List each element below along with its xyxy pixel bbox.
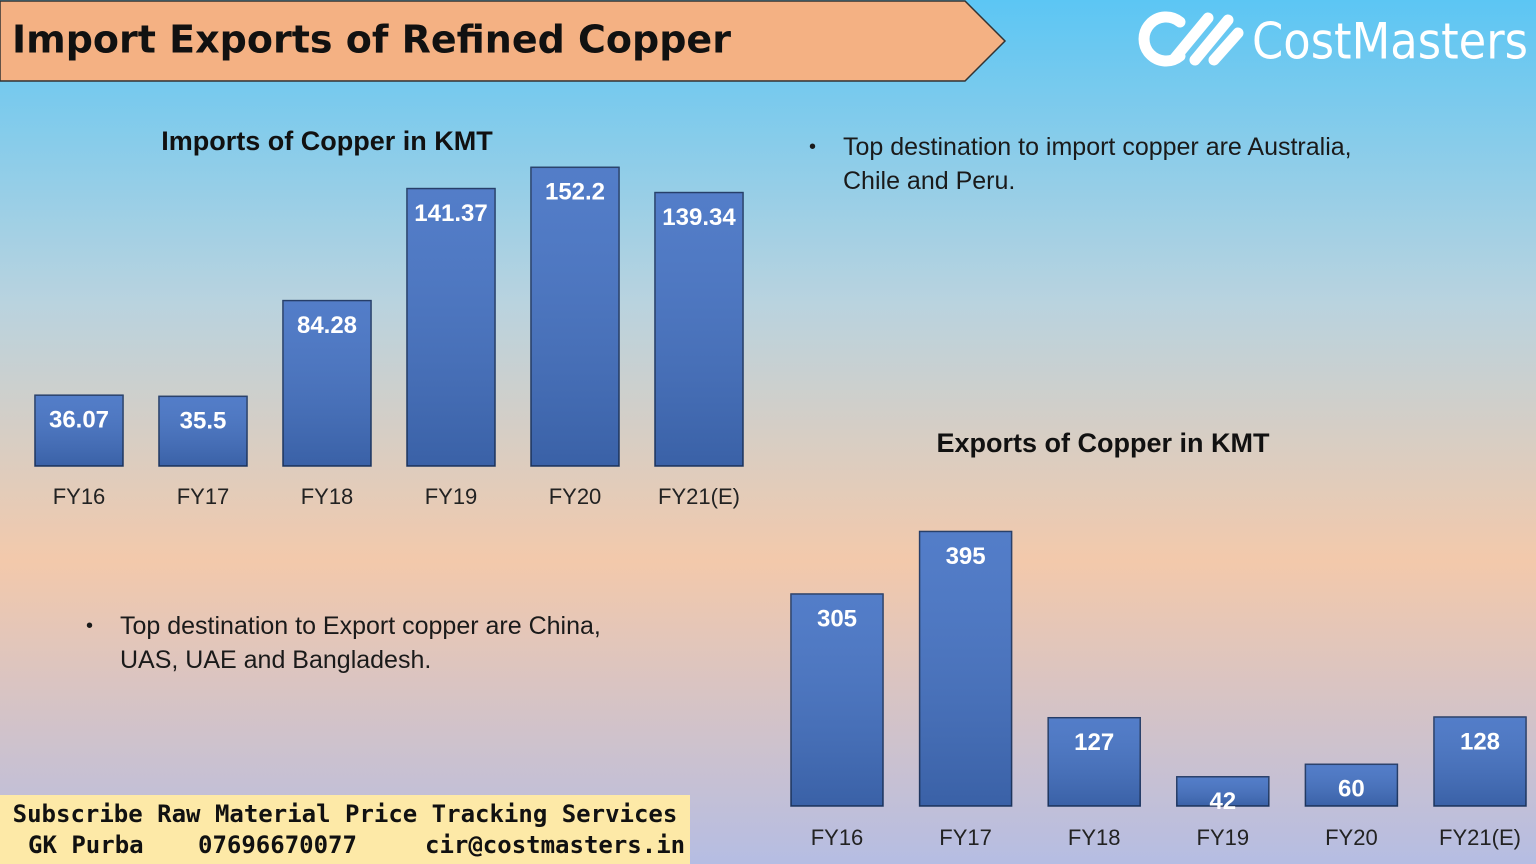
footer-box — [0, 795, 690, 864]
data-label: 127 — [1074, 729, 1114, 756]
x-tick-label: FY21(E) — [658, 484, 740, 509]
x-tick-label: FY18 — [1068, 825, 1121, 850]
x-tick-label: FY19 — [425, 484, 478, 509]
chart-title: Imports of Copper in KMT — [161, 126, 493, 156]
title-banner — [0, 0, 1007, 82]
data-label: 395 — [946, 543, 986, 570]
x-tick-label: FY18 — [301, 484, 354, 509]
x-tick-label: FY16 — [53, 484, 106, 509]
footer-phone: 07696670077 — [198, 831, 357, 859]
footer-tagline: Subscribe Raw Material Price Tracking Se… — [13, 800, 678, 828]
footer-email: cir@costmasters.in — [425, 831, 685, 859]
data-label: 128 — [1460, 728, 1500, 755]
data-label: 305 — [817, 605, 857, 632]
bar — [654, 191, 744, 467]
data-label: 152.2 — [545, 179, 605, 206]
x-tick-label: FY16 — [811, 825, 864, 850]
data-label: 60 — [1338, 776, 1365, 803]
brand-name: CostMasters — [1252, 13, 1528, 71]
x-tick-label: FY21(E) — [1439, 825, 1521, 850]
x-tick-label: FY19 — [1197, 825, 1250, 850]
x-tick-label: FY17 — [177, 484, 230, 509]
chart-title: Exports of Copper in KMT — [937, 428, 1270, 458]
page-title: Import Exports of Refined Copper — [12, 18, 731, 62]
x-tick-label: FY20 — [1325, 825, 1378, 850]
bar — [406, 187, 496, 467]
data-label: 36.07 — [49, 407, 109, 434]
bullet-text: Top destination to Export copper are Chi… — [86, 609, 660, 677]
data-label: 84.28 — [297, 312, 357, 339]
footer-name: GK Purba — [28, 831, 144, 859]
data-label: 35.5 — [180, 408, 227, 435]
bar — [918, 530, 1013, 807]
brand-logo — [1138, 11, 1244, 67]
data-label: 141.37 — [414, 200, 487, 227]
x-tick-label: FY17 — [939, 825, 992, 850]
bar — [530, 166, 620, 467]
bullet-text: Top destination to import copper are Aus… — [809, 130, 1413, 198]
data-label: 139.34 — [662, 204, 736, 231]
x-tick-label: FY20 — [549, 484, 602, 509]
data-label: 42 — [1209, 788, 1236, 815]
